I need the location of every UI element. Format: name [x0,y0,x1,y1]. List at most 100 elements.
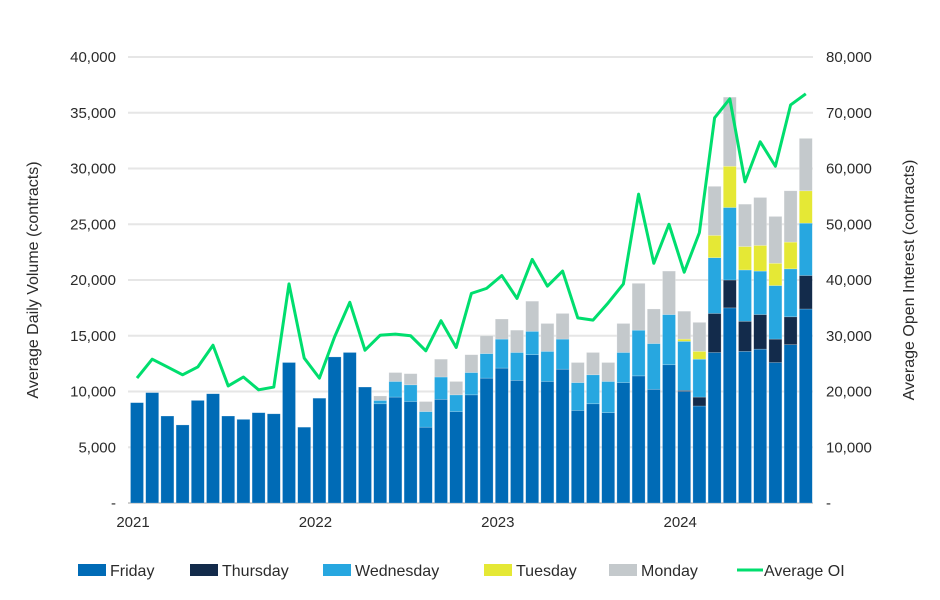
bar-friday [449,411,464,504]
bar-friday [738,351,752,504]
bar-friday [646,388,661,504]
bar-thursday [707,313,722,353]
y-axis-right: - 10,000 20,000 30,000 40,000 50,000 60,000 70,… [826,49,872,512]
bar-friday [768,362,783,504]
x-tick-label: 2021 [116,514,149,531]
y-axis-left: - 5,000 10,000 15,000 20,000 25,000 30,000 35,0… [70,49,116,512]
bar-wednesday [418,411,433,428]
y2-tick-label: 10,000 [826,439,872,456]
legend-item-friday: Friday [78,563,154,580]
bar-tuesday [692,351,707,360]
bar-monday [677,310,692,340]
bar-wednesday [510,352,524,381]
bar-friday [342,352,357,504]
y-tick-label: 15,000 [70,328,116,345]
bar-tuesday [738,246,752,271]
bar-wednesday [601,381,616,413]
bar-friday [221,415,235,504]
y-tick-label: - [111,495,116,512]
bar-friday [236,419,251,504]
bar-tuesday [722,165,737,208]
bar-friday [206,393,220,504]
bar-monday [646,308,661,344]
bar-friday [327,356,342,504]
y2-tick-label: 60,000 [826,161,872,178]
bar-friday [631,375,646,504]
y2-axis-title: Average Open Interest (contracts) [901,160,918,401]
x-tick-label: 2024 [664,514,697,531]
bar-thursday [768,338,783,363]
bar-monday [494,318,509,340]
bar-thursday [738,320,752,352]
bar-monday [692,322,707,352]
y-tick-label: 5,000 [78,439,116,456]
y2-tick-label: 70,000 [826,105,872,122]
bar-tuesday [768,262,783,286]
bar-tuesday [783,241,798,270]
bar-friday [282,362,296,504]
bar-friday [692,405,707,504]
bar-friday [540,381,555,504]
x-axis: 2021 2022 2023 2024 [116,514,697,531]
y-tick-label: 35,000 [70,105,116,122]
bar-monday [662,270,676,315]
y2-tick-label: 50,000 [826,216,872,233]
legend: Friday Thursday Wednesday Tuesday Monday Aver… [78,563,845,580]
bar-thursday [798,275,813,310]
bar-wednesday [464,372,479,396]
bar-friday [434,399,448,504]
bar-wednesday [373,400,388,405]
bar-wednesday [555,338,570,370]
bar-wednesday [738,269,752,322]
bar-friday [601,412,616,504]
bar-friday [662,364,676,504]
bar-wednesday [692,358,707,398]
bar-friday [464,394,479,504]
bar-monday [540,323,555,352]
legend-swatch [609,564,637,576]
bar-wednesday [586,374,600,405]
bar-monday [373,395,388,401]
bar-monday [707,186,722,236]
y2-tick-label: - [826,495,831,512]
bar-friday [191,400,205,504]
y2-tick-label: 80,000 [826,49,872,66]
oi-line [135,92,807,392]
y-tick-label: 40,000 [70,49,116,66]
bar-tuesday [707,235,722,258]
x-tick-label: 2022 [299,514,332,531]
legend-label: Monday [641,563,698,580]
bar-monday [418,401,433,412]
legend-label: Wednesday [355,563,439,580]
y-tick-label: 10,000 [70,384,116,401]
x-tick-label: 2023 [481,514,514,531]
bar-friday [722,307,737,504]
bar-tuesday [753,245,768,272]
bar-friday [388,396,403,504]
bar-wednesday [525,330,540,356]
legend-swatch [484,564,512,576]
bar-monday [768,216,783,264]
bar-thursday [722,279,737,309]
bar-monday [434,358,448,378]
bar-monday [631,283,646,331]
bar-monday [616,323,631,353]
bar-wednesday [783,268,798,318]
bar-friday [418,426,433,504]
bar-friday [677,391,692,504]
bar-friday [616,382,631,504]
y2-tick-label: 20,000 [826,384,872,401]
bar-monday [738,203,752,247]
bar-monday [479,335,494,354]
legend-label: Thursday [222,563,289,580]
bar-friday [251,412,266,504]
bar-friday [586,403,600,504]
bar-thursday [753,314,768,350]
bar-friday [555,368,570,504]
y-axis-title: Average Daily Volume (contracts) [25,161,42,398]
bar-friday [783,344,798,504]
bar-friday [479,377,494,504]
bar-monday [586,352,600,376]
bar-monday [570,362,585,383]
